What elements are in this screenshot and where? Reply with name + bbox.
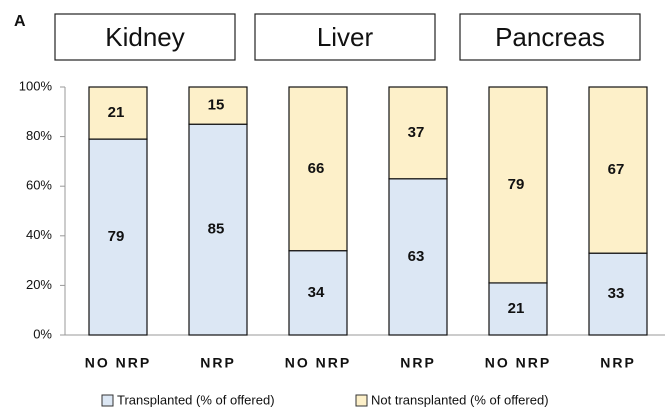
y-tick-label: 0%: [33, 326, 52, 341]
bar-segment: [188, 86, 248, 125]
bar-segment: [388, 86, 448, 180]
panel-label: A: [14, 13, 26, 30]
legend-label: Transplanted (% of offered): [117, 392, 275, 407]
x-tick-label: NRP: [400, 355, 436, 371]
x-tick-label: NRP: [600, 355, 636, 371]
y-tick-label: 60%: [26, 178, 52, 193]
data-label: 21: [508, 300, 525, 317]
data-label: 85: [208, 221, 225, 238]
data-label: 66: [308, 160, 325, 177]
bar-segment: [488, 282, 548, 336]
bar-segment: [288, 250, 348, 336]
x-tick-label: NRP: [200, 355, 236, 371]
group-box: [254, 13, 436, 61]
data-label: 34: [308, 284, 325, 301]
data-label: 15: [208, 97, 225, 114]
bar-segment: [388, 178, 448, 336]
group-label: Liver: [317, 22, 374, 52]
group-box: [54, 13, 236, 61]
y-tick-label: 20%: [26, 277, 52, 292]
bar-segment: [588, 86, 648, 254]
data-label: 37: [408, 124, 425, 141]
bar-segment: [288, 86, 348, 252]
data-label: 67: [608, 161, 625, 178]
bar-segment: [488, 86, 548, 284]
x-tick-label: NO NRP: [285, 355, 351, 371]
group-label: Pancreas: [495, 22, 605, 52]
y-tick-label: 100%: [19, 78, 53, 93]
data-label: 21: [108, 104, 125, 121]
legend-swatch: [101, 394, 114, 407]
x-tick-label: NO NRP: [485, 355, 551, 371]
data-label: 63: [408, 248, 425, 265]
legend-swatch: [355, 394, 368, 407]
data-label: 79: [108, 228, 125, 245]
group-label: Kidney: [105, 22, 185, 52]
y-tick-label: 80%: [26, 128, 52, 143]
bar-segment: [88, 86, 148, 140]
data-label: 33: [608, 285, 625, 302]
legend-label: Not transplanted (% of offered): [371, 392, 549, 407]
bar-segment: [88, 138, 148, 336]
group-box: [459, 13, 641, 61]
data-label: 79: [508, 176, 525, 193]
x-tick-label: NO NRP: [85, 355, 151, 371]
y-tick-label: 40%: [26, 227, 52, 242]
